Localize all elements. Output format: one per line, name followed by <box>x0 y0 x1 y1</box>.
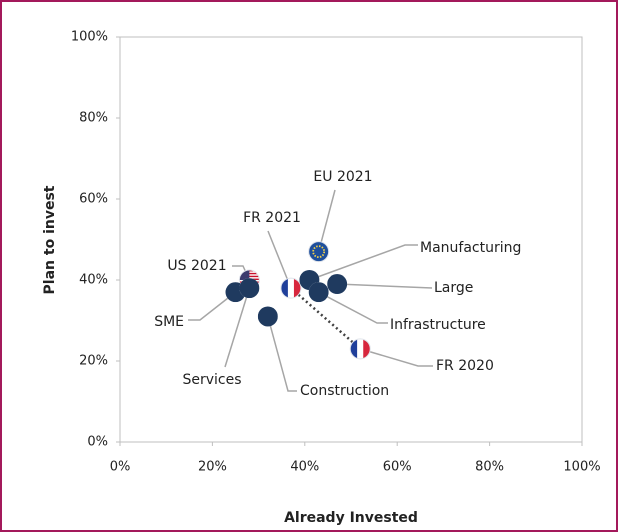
dot-fill <box>257 306 278 327</box>
point-label: US 2021 <box>167 258 226 274</box>
point <box>239 278 260 299</box>
leader-line <box>224 287 251 368</box>
marker <box>280 278 301 299</box>
leader-line <box>318 291 388 324</box>
marker <box>327 274 348 295</box>
y-tick-label: 0% <box>87 435 108 450</box>
point-label: SME <box>154 314 184 330</box>
point-label: FR 2020 <box>436 358 494 374</box>
y-axis-title: Plan to invest <box>42 185 58 294</box>
marker <box>239 278 260 299</box>
flag-stripe <box>287 278 294 299</box>
marker-rim <box>280 277 302 299</box>
point-label: Manufacturing <box>420 240 521 256</box>
leader-line <box>360 348 433 367</box>
dot-fill <box>308 282 329 303</box>
point-label: Construction <box>300 383 389 399</box>
x-tick-label: 40% <box>290 460 319 475</box>
point <box>257 306 278 327</box>
point-label: FR 2021 <box>243 210 301 226</box>
y-tick-label: 60% <box>79 192 108 207</box>
dot-fill <box>327 274 348 295</box>
point <box>327 274 348 295</box>
y-tick-label: 40% <box>79 273 108 288</box>
y-tick-label: 100% <box>71 30 108 45</box>
plot-area <box>119 36 583 443</box>
flag-field <box>308 241 329 262</box>
point-label: Infrastructure <box>390 317 486 333</box>
y-tick-label: 80% <box>79 111 108 126</box>
point-label: Large <box>434 280 473 296</box>
x-tick-label: 100% <box>563 460 600 475</box>
leader-line <box>317 189 336 252</box>
leader-line <box>309 244 418 281</box>
flag-stripe <box>350 338 358 359</box>
point <box>349 338 371 360</box>
y-tick-label: 20% <box>79 354 108 369</box>
dot-fill <box>239 278 260 299</box>
flag-stripe <box>357 338 364 359</box>
marker <box>308 241 329 262</box>
marker <box>308 282 329 303</box>
point-label: Services <box>182 372 241 388</box>
marker-rim <box>349 338 371 360</box>
marker <box>257 306 278 327</box>
marker <box>350 338 371 359</box>
point <box>280 277 302 299</box>
x-tick-label: 80% <box>475 460 504 475</box>
leader-line <box>267 316 297 392</box>
x-tick-label: 60% <box>383 460 412 475</box>
marker-rim <box>308 241 330 263</box>
connector <box>290 287 362 350</box>
x-axis-title: Already Invested <box>284 510 418 526</box>
flag-stars <box>312 245 326 259</box>
flag-stripe <box>363 338 371 359</box>
x-tick-label: 0% <box>110 460 131 475</box>
flag-stripe <box>293 278 301 299</box>
flag-canton <box>239 270 250 280</box>
leader-line <box>188 291 236 321</box>
point-label: EU 2021 <box>313 169 372 185</box>
flag-stripe <box>280 278 288 299</box>
point <box>308 282 329 303</box>
x-tick-label: 20% <box>198 460 227 475</box>
leader-line <box>337 283 433 289</box>
point <box>308 241 330 263</box>
